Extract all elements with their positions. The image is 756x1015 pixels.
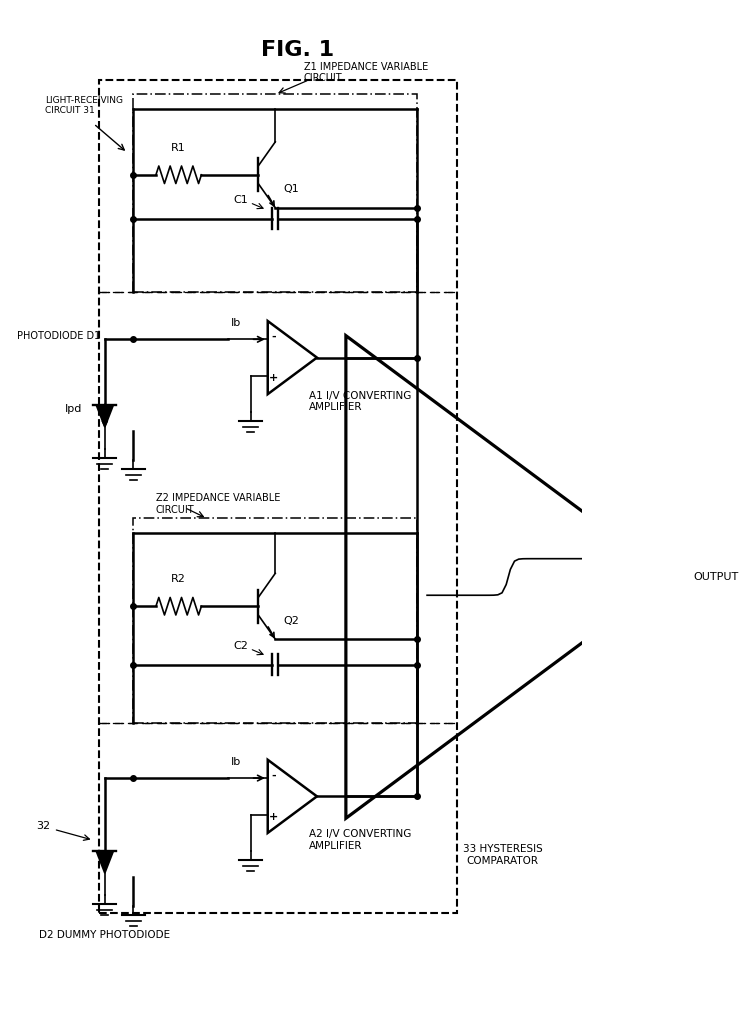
Bar: [133, 94, 417, 291]
Text: +: +: [269, 374, 278, 383]
Bar: [133, 519, 417, 724]
Text: -: -: [271, 770, 276, 781]
Text: D2 DUMMY PHOTODIODE: D2 DUMMY PHOTODIODE: [39, 931, 170, 940]
Text: PHOTODIODE D1: PHOTODIODE D1: [17, 331, 100, 341]
Text: C1: C1: [234, 195, 249, 205]
Text: R1: R1: [172, 143, 186, 153]
Text: Ipd: Ipd: [65, 404, 82, 414]
Text: C2: C2: [234, 641, 249, 652]
Text: Q2: Q2: [284, 616, 299, 626]
Text: Ib: Ib: [231, 319, 241, 328]
Text: +: +: [269, 812, 278, 822]
Text: FIG. 1: FIG. 1: [262, 41, 335, 61]
Text: -: -: [271, 332, 276, 342]
Text: 32: 32: [36, 820, 51, 830]
Text: Z2 IMPEDANCE VARIABLE
CIRCUIT: Z2 IMPEDANCE VARIABLE CIRCUIT: [156, 493, 280, 515]
Bar: [99, 80, 457, 914]
Polygon shape: [96, 852, 113, 873]
Text: 33 HYSTERESIS
COMPARATOR: 33 HYSTERESIS COMPARATOR: [463, 844, 543, 866]
Text: R2: R2: [172, 574, 186, 585]
Text: Q1: Q1: [284, 185, 299, 195]
Text: LIGHT-RECEIVING
CIRCUIT 31: LIGHT-RECEIVING CIRCUIT 31: [45, 95, 123, 115]
Polygon shape: [96, 405, 113, 427]
Text: A2 I/V CONVERTING
AMPLIFIER: A2 I/V CONVERTING AMPLIFIER: [309, 829, 412, 851]
Text: OUTPUT: OUTPUT: [693, 572, 739, 582]
Text: Z1 IMPEDANCE VARIABLE
CIRCUIT: Z1 IMPEDANCE VARIABLE CIRCUIT: [304, 62, 428, 83]
Text: A1 I/V CONVERTING
AMPLIFIER: A1 I/V CONVERTING AMPLIFIER: [309, 391, 412, 412]
Text: Ib: Ib: [231, 757, 241, 767]
